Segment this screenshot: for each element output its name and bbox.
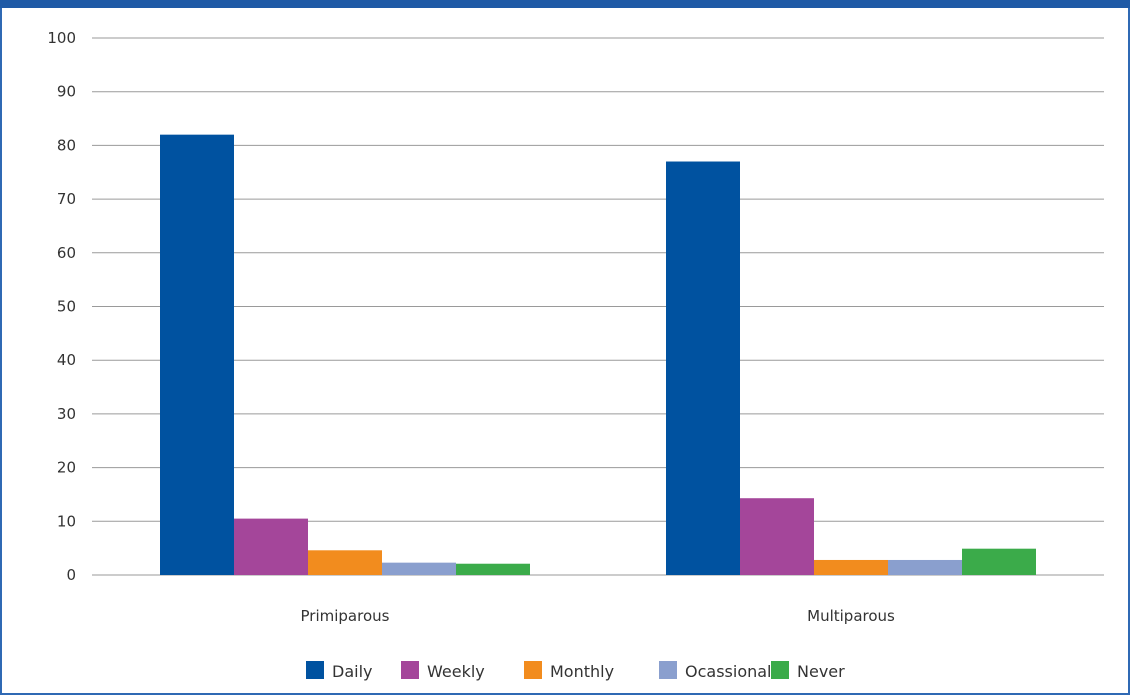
- legend-label: Never: [797, 662, 845, 681]
- y-tick-label: 60: [57, 244, 76, 262]
- y-tick-label: 90: [57, 83, 76, 101]
- legend-item-weekly: Weekly: [401, 661, 485, 681]
- y-tick-label: 70: [57, 190, 76, 208]
- legend-item-monthly: Monthly: [524, 661, 614, 681]
- x-axis-categories: Primiparous Multiparous: [301, 607, 896, 625]
- bar-monthly-primiparous: [308, 550, 382, 575]
- y-tick-label: 10: [57, 512, 76, 530]
- bar-weekly-multiparous: [740, 498, 814, 575]
- legend: Daily Weekly Monthly Ocassional Never: [306, 661, 845, 681]
- bar-ocassional-primiparous: [382, 562, 456, 575]
- legend-item-daily: Daily: [306, 661, 372, 681]
- category-label: Primiparous: [301, 607, 390, 625]
- bars: [160, 134, 1036, 575]
- y-tick-label: 0: [66, 566, 76, 584]
- y-tick-label: 100: [47, 29, 76, 47]
- legend-item-ocassional: Ocassional: [659, 661, 772, 681]
- legend-swatch: [524, 661, 542, 679]
- gridlines: [92, 37, 1104, 576]
- legend-swatch: [659, 661, 677, 679]
- legend-item-never: Never: [771, 661, 845, 681]
- y-tick-label: 80: [57, 136, 76, 154]
- category-label: Multiparous: [807, 607, 895, 625]
- y-axis-ticks: 0 10 20 30 40 50 60 70 80 90 100: [47, 29, 76, 584]
- legend-label: Weekly: [427, 662, 485, 681]
- y-tick-label: 20: [57, 459, 76, 477]
- legend-label: Daily: [332, 662, 372, 681]
- y-tick-label: 50: [57, 298, 76, 316]
- legend-label: Ocassional: [685, 662, 772, 681]
- bar-monthly-multiparous: [814, 559, 888, 575]
- bar-never-multiparous: [962, 548, 1036, 575]
- legend-swatch: [401, 661, 419, 679]
- bar-daily-primiparous: [160, 134, 234, 575]
- bar-weekly-primiparous: [234, 518, 308, 575]
- legend-swatch: [771, 661, 789, 679]
- legend-swatch: [306, 661, 324, 679]
- y-tick-label: 30: [57, 405, 76, 423]
- title-bar: [0, 0, 1130, 8]
- legend-label: Monthly: [550, 662, 614, 681]
- bar-daily-multiparous: [666, 161, 740, 575]
- bar-never-primiparous: [456, 563, 530, 575]
- y-tick-label: 40: [57, 351, 76, 369]
- bar-ocassional-multiparous: [888, 559, 962, 575]
